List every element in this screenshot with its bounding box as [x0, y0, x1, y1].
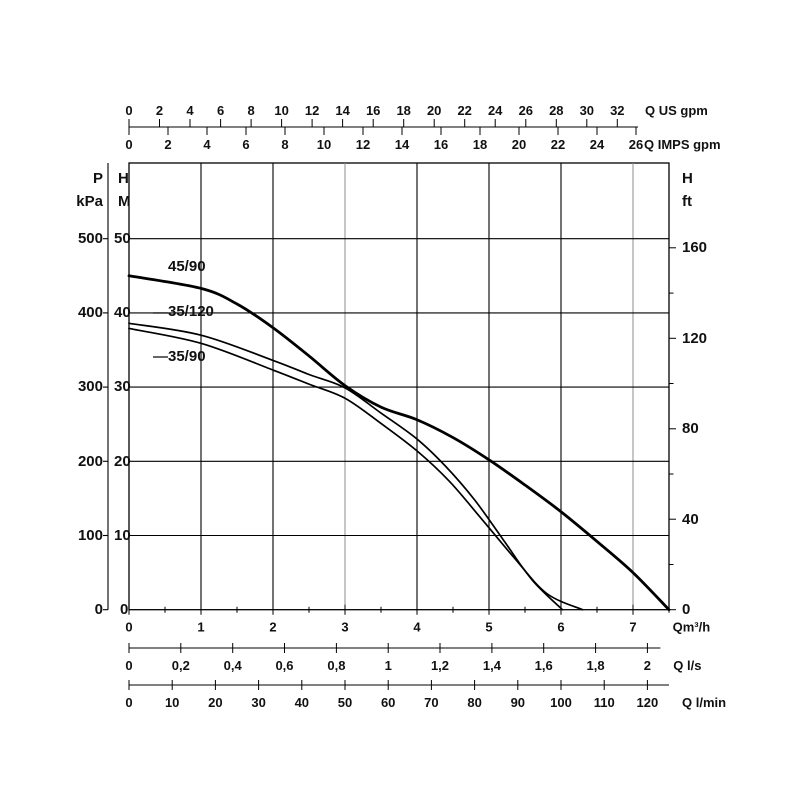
svg-text:20: 20	[427, 103, 441, 118]
svg-text:8: 8	[281, 137, 288, 152]
svg-text:1,4: 1,4	[483, 658, 502, 673]
svg-text:0: 0	[125, 103, 132, 118]
svg-text:300: 300	[78, 378, 103, 395]
svg-text:8: 8	[247, 103, 254, 118]
svg-text:50: 50	[114, 230, 131, 247]
svg-text:16: 16	[434, 137, 448, 152]
svg-text:12: 12	[356, 137, 370, 152]
svg-text:0,8: 0,8	[327, 658, 345, 673]
svg-text:20: 20	[208, 695, 222, 710]
svg-text:2: 2	[164, 137, 171, 152]
svg-text:45/90: 45/90	[168, 258, 206, 275]
svg-text:40: 40	[295, 695, 309, 710]
svg-text:22: 22	[457, 103, 471, 118]
svg-text:14: 14	[335, 103, 350, 118]
svg-text:40: 40	[682, 511, 699, 528]
svg-text:10: 10	[165, 695, 179, 710]
svg-text:0: 0	[120, 601, 128, 618]
svg-text:160: 160	[682, 239, 707, 256]
svg-text:40: 40	[114, 304, 131, 321]
svg-text:H: H	[118, 170, 129, 187]
svg-text:kPa: kPa	[76, 193, 103, 210]
svg-text:H: H	[682, 170, 693, 187]
svg-text:1,2: 1,2	[431, 658, 449, 673]
svg-text:30: 30	[114, 378, 131, 395]
svg-text:200: 200	[78, 453, 103, 470]
svg-text:70: 70	[424, 695, 438, 710]
svg-text:Q l/s: Q l/s	[673, 658, 701, 673]
svg-text:10: 10	[274, 103, 288, 118]
svg-text:0: 0	[682, 601, 690, 618]
svg-text:Q IMPS gpm: Q IMPS gpm	[644, 137, 721, 152]
svg-text:P: P	[93, 170, 103, 187]
svg-text:1: 1	[197, 620, 204, 635]
svg-text:6: 6	[557, 620, 564, 635]
svg-text:100: 100	[550, 695, 572, 710]
svg-text:Q l/min: Q l/min	[682, 695, 726, 710]
svg-text:0: 0	[125, 658, 132, 673]
svg-text:60: 60	[381, 695, 395, 710]
svg-text:400: 400	[78, 304, 103, 321]
svg-text:ft: ft	[682, 193, 692, 210]
svg-text:0,2: 0,2	[172, 658, 190, 673]
svg-text:5: 5	[485, 620, 492, 635]
svg-text:0: 0	[125, 620, 132, 635]
svg-text:26: 26	[519, 103, 533, 118]
svg-text:16: 16	[366, 103, 380, 118]
svg-text:1: 1	[385, 658, 392, 673]
svg-text:18: 18	[473, 137, 487, 152]
svg-text:35/120: 35/120	[168, 303, 214, 320]
svg-text:0: 0	[95, 601, 103, 618]
svg-text:0,4: 0,4	[224, 658, 243, 673]
svg-text:100: 100	[78, 527, 103, 544]
svg-text:30: 30	[580, 103, 594, 118]
svg-text:6: 6	[217, 103, 224, 118]
svg-text:24: 24	[488, 103, 503, 118]
svg-text:24: 24	[590, 137, 605, 152]
svg-text:500: 500	[78, 230, 103, 247]
svg-text:2: 2	[644, 658, 651, 673]
svg-text:10: 10	[114, 527, 131, 544]
svg-text:14: 14	[395, 137, 410, 152]
svg-text:110: 110	[594, 695, 615, 710]
svg-text:0,6: 0,6	[275, 658, 293, 673]
svg-text:4: 4	[413, 620, 421, 635]
svg-text:0: 0	[125, 137, 132, 152]
svg-text:7: 7	[629, 620, 636, 635]
svg-text:M: M	[118, 193, 131, 210]
svg-text:80: 80	[467, 695, 481, 710]
svg-text:20: 20	[114, 453, 131, 470]
svg-text:50: 50	[338, 695, 352, 710]
svg-text:0: 0	[125, 695, 132, 710]
svg-text:90: 90	[511, 695, 525, 710]
svg-text:10: 10	[317, 137, 331, 152]
svg-text:4: 4	[203, 137, 211, 152]
svg-text:120: 120	[637, 695, 659, 710]
svg-text:30: 30	[251, 695, 265, 710]
svg-text:2: 2	[269, 620, 276, 635]
svg-text:6: 6	[242, 137, 249, 152]
svg-text:12: 12	[305, 103, 319, 118]
svg-text:120: 120	[682, 330, 707, 347]
svg-text:28: 28	[549, 103, 563, 118]
svg-text:Q US gpm: Q US gpm	[645, 103, 708, 118]
svg-text:20: 20	[512, 137, 526, 152]
svg-text:32: 32	[610, 103, 624, 118]
svg-text:18: 18	[396, 103, 410, 118]
svg-text:22: 22	[551, 137, 565, 152]
svg-text:2: 2	[156, 103, 163, 118]
svg-text:1,6: 1,6	[535, 658, 553, 673]
svg-text:Qm³/h: Qm³/h	[673, 620, 711, 635]
svg-text:4: 4	[186, 103, 194, 118]
svg-text:1,8: 1,8	[587, 658, 605, 673]
svg-text:3: 3	[341, 620, 348, 635]
svg-text:80: 80	[682, 420, 699, 437]
svg-text:35/90: 35/90	[168, 348, 206, 365]
svg-text:26: 26	[629, 137, 643, 152]
